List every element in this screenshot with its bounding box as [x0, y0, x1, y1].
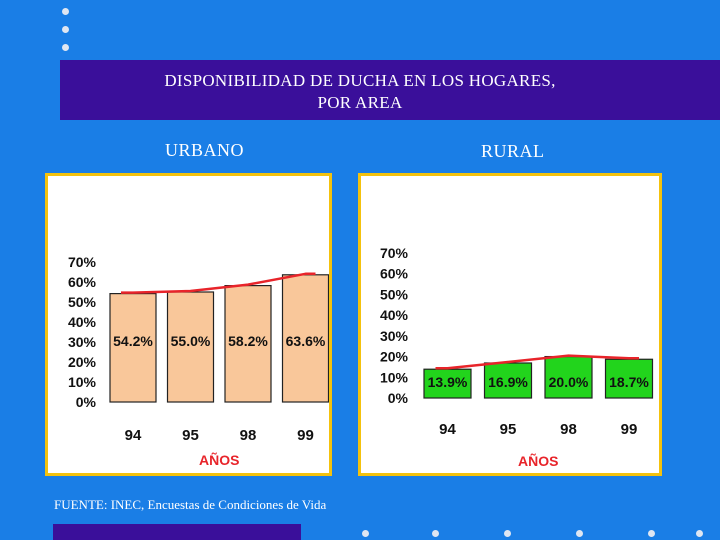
bullet-dot	[576, 530, 583, 537]
data-label: 55.0%	[171, 333, 211, 349]
data-label: 63.6%	[286, 333, 326, 349]
y-tick-label: 30%	[68, 334, 97, 350]
title-line-2: POR AREA	[317, 93, 403, 112]
bullet-dot	[696, 530, 703, 537]
bottom-band	[53, 524, 301, 540]
x-tick-label: 94	[439, 421, 456, 438]
bullet-dot	[62, 26, 69, 33]
data-label: 20.0%	[549, 374, 589, 390]
bar-99	[281, 274, 329, 403]
bullet-dot	[62, 44, 69, 51]
chart-rural: 0% 10% 20% 30% 40% 50% 60% 70% 13.9% 94 16.9% 95 20.…	[380, 245, 654, 469]
trend-line	[435, 354, 639, 370]
bar-99	[604, 358, 654, 399]
y-tick-label: 50%	[380, 286, 409, 302]
y-tick-label: 70%	[380, 245, 409, 261]
bullet-dot	[504, 530, 511, 537]
panel-label-rural: RURAL	[481, 141, 545, 161]
slide-title: DISPONIBILIDAD DE DUCHA EN LOS HOGARES, …	[60, 70, 660, 114]
bullet-dot	[432, 530, 439, 537]
y-tick-label: 10%	[68, 374, 97, 390]
title-line-1: DISPONIBILIDAD DE DUCHA EN LOS HOGARES,	[164, 71, 556, 90]
x-tick-label: 98	[560, 421, 577, 438]
data-label: 16.9%	[488, 374, 528, 390]
bar-94	[109, 292, 157, 403]
bullet-dot	[62, 8, 69, 15]
x-axis-title: AÑOS	[199, 451, 239, 468]
title-band	[60, 60, 720, 120]
x-tick-label: 99	[297, 427, 314, 444]
x-axis-title: AÑOS	[518, 452, 558, 469]
chart-panel-rural: 0% 10% 20% 30% 40% 50% 60% 70% 13.9% 94 16.9% 95 20.…	[358, 173, 662, 476]
x-tick-label: 94	[125, 427, 142, 444]
y-tick-label: 10%	[380, 369, 409, 385]
x-tick-label: 98	[240, 427, 257, 444]
source-footer: FUENTE: INEC, Encuestas de Condiciones d…	[54, 497, 327, 512]
y-tick-label: 60%	[68, 274, 97, 290]
y-tick-label: 30%	[380, 328, 409, 344]
y-tick-label: 0%	[388, 390, 409, 406]
y-tick-label: 40%	[68, 314, 97, 330]
y-tick-label: 20%	[380, 349, 409, 365]
data-label: 54.2%	[113, 333, 153, 349]
bullet-dot	[648, 530, 655, 537]
trend-line	[121, 272, 316, 294]
y-tick-label: 70%	[68, 254, 97, 270]
y-tick-label: 60%	[380, 266, 409, 282]
bullet-dot	[362, 530, 369, 537]
data-label: 13.9%	[428, 374, 468, 390]
chart-panel-urbano: 0% 10% 20% 30% 40% 50% 60% 70% 54.2% 94 55.0% 95 58.…	[45, 173, 332, 476]
x-tick-label: 95	[182, 427, 199, 444]
y-tick-label: 50%	[68, 294, 97, 310]
y-tick-label: 0%	[76, 394, 97, 410]
data-label: 58.2%	[228, 333, 268, 349]
x-tick-label: 95	[500, 421, 517, 438]
panel-label-urbano: URBANO	[165, 140, 245, 160]
bar-95	[166, 291, 215, 403]
y-tick-label: 40%	[380, 307, 409, 323]
x-tick-label: 99	[621, 421, 638, 438]
chart-urbano: 0% 10% 20% 30% 40% 50% 60% 70% 54.2% 94 55.0% 95 58.…	[68, 254, 329, 468]
data-label: 18.7%	[609, 374, 649, 390]
y-tick-label: 20%	[68, 354, 97, 370]
